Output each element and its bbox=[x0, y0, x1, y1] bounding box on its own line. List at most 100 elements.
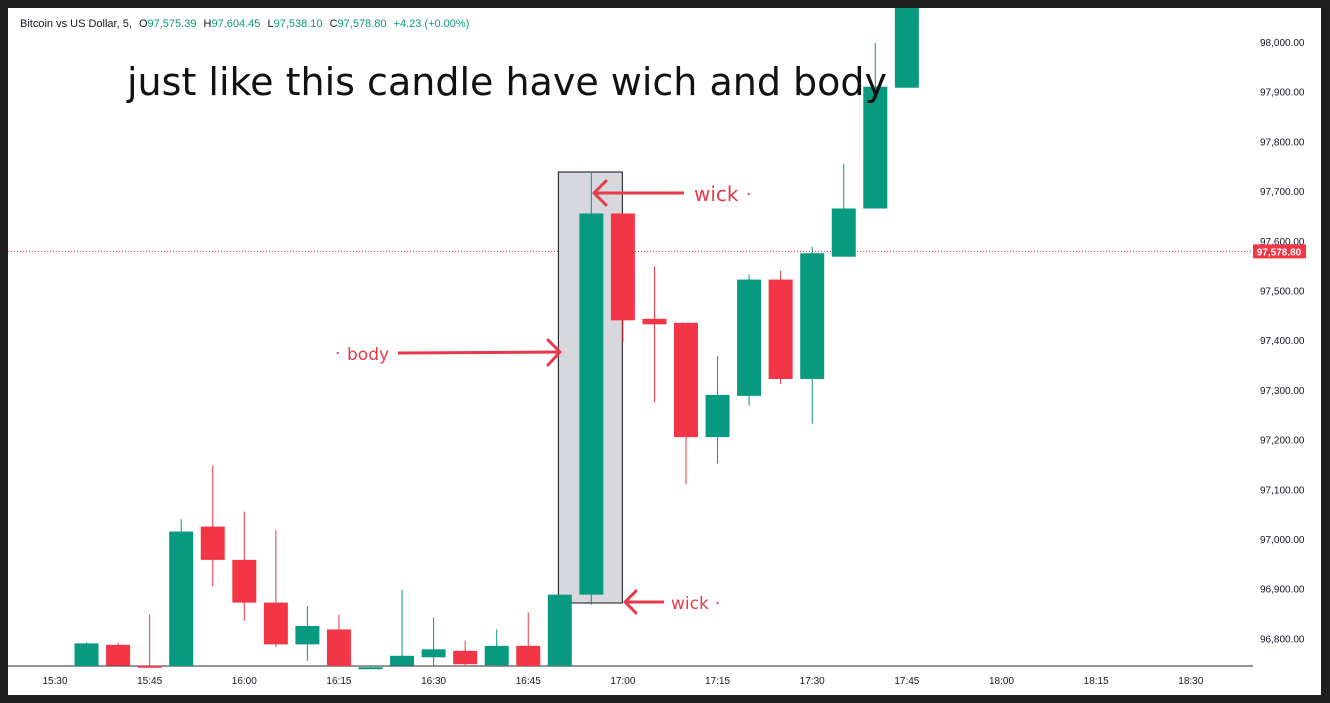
candle[interactable] bbox=[768, 270, 793, 384]
time-tick-label: 16:00 bbox=[232, 676, 257, 687]
candle-body bbox=[169, 531, 194, 666]
annotation-title: just like this candle have wich and body bbox=[127, 60, 888, 104]
symbol-legend[interactable]: Bitcoin vs US Dollar, 5, O97,575.39 H97,… bbox=[20, 18, 469, 30]
time-tick-label: 17:00 bbox=[610, 676, 635, 687]
wick-bottom-arrow-head bbox=[623, 589, 638, 615]
candle[interactable] bbox=[326, 614, 351, 666]
candle-body bbox=[705, 394, 730, 438]
time-tick-label: 16:30 bbox=[421, 676, 446, 687]
candle[interactable] bbox=[358, 666, 383, 670]
body-dot: · bbox=[335, 344, 340, 364]
candle[interactable] bbox=[547, 594, 572, 666]
current-price-tag: 97,578.80 bbox=[1253, 244, 1306, 259]
candle-body bbox=[768, 279, 793, 379]
candle[interactable] bbox=[390, 589, 415, 666]
candle-body bbox=[358, 667, 383, 670]
candle[interactable] bbox=[453, 640, 478, 666]
candle[interactable] bbox=[610, 213, 635, 343]
price-tick-label: 97,400.00 bbox=[1260, 336, 1305, 347]
candle[interactable] bbox=[421, 617, 446, 666]
candle[interactable] bbox=[137, 614, 162, 668]
candle[interactable] bbox=[295, 606, 320, 661]
candle-body bbox=[547, 594, 572, 666]
candle[interactable] bbox=[800, 246, 825, 424]
time-tick-label: 17:45 bbox=[894, 676, 919, 687]
time-tick-label: 15:45 bbox=[137, 676, 162, 687]
candle-body bbox=[74, 643, 99, 666]
legend-open-value: 97,575.39 bbox=[147, 18, 197, 30]
price-tick-label: 97,900.00 bbox=[1260, 88, 1305, 99]
candle-body bbox=[674, 322, 698, 438]
candle-body bbox=[800, 253, 825, 379]
time-axis[interactable]: 15:30 15:45 16:00 16:15 16:30 16:45 17:00 17:15… bbox=[42, 676, 1203, 687]
candle-body bbox=[484, 645, 509, 666]
candle[interactable] bbox=[106, 642, 131, 666]
legend-high-value: 97,604.45 bbox=[211, 18, 261, 30]
candle-body bbox=[390, 655, 415, 666]
legend-close-value: 97,578.80 bbox=[337, 18, 387, 30]
candle[interactable] bbox=[863, 42, 888, 209]
candle[interactable] bbox=[642, 266, 667, 403]
candle[interactable] bbox=[232, 511, 257, 622]
time-tick-label: 18:30 bbox=[1178, 676, 1203, 687]
candle[interactable] bbox=[831, 163, 856, 257]
wick-top-arrow-head bbox=[592, 179, 608, 207]
candle-body bbox=[642, 318, 667, 325]
price-tick-label: 97,000.00 bbox=[1260, 535, 1305, 546]
candle-body bbox=[737, 279, 762, 396]
legend-low-value: 97,538.10 bbox=[273, 18, 323, 30]
wick-top-dot: · bbox=[746, 185, 751, 205]
body-arrow-shaft bbox=[397, 350, 561, 355]
candle-body bbox=[232, 559, 257, 603]
candle[interactable] bbox=[674, 322, 698, 485]
body-label: body bbox=[347, 345, 389, 365]
candles[interactable] bbox=[74, 8, 919, 670]
price-tick-label: 97,100.00 bbox=[1260, 485, 1305, 496]
wick-bottom-label: wick bbox=[671, 594, 709, 614]
candle-body bbox=[579, 213, 604, 595]
time-tick-label: 18:15 bbox=[1084, 676, 1109, 687]
price-tick-label: 97,600.00 bbox=[1260, 237, 1305, 248]
candle[interactable] bbox=[200, 465, 225, 587]
current-price-tag-text: 97,578.80 bbox=[1257, 247, 1302, 258]
current-price-tag-bg bbox=[1253, 244, 1306, 259]
candle-body bbox=[200, 526, 225, 560]
candle[interactable] bbox=[516, 612, 541, 666]
price-tick-label: 98,000.00 bbox=[1260, 38, 1305, 49]
candle[interactable] bbox=[74, 642, 99, 666]
price-tick-label: 97,800.00 bbox=[1260, 137, 1305, 148]
candle[interactable] bbox=[484, 629, 509, 666]
wick-bottom-dot: · bbox=[715, 594, 720, 614]
candle[interactable] bbox=[705, 356, 730, 464]
candle-body bbox=[263, 602, 288, 645]
legend-high-label: H bbox=[203, 18, 212, 30]
price-axis[interactable]: 96,800.00 96,900.00 97,000.00 97,100.00 97,2… bbox=[1260, 38, 1305, 645]
candle[interactable] bbox=[737, 274, 762, 406]
candle-body bbox=[106, 644, 131, 666]
candle[interactable] bbox=[579, 171, 604, 605]
candle-body bbox=[453, 650, 478, 665]
price-tick-label: 97,200.00 bbox=[1260, 436, 1305, 447]
chart-frame: 96,800.00 96,900.00 97,000.00 97,100.00 97,2… bbox=[8, 8, 1321, 695]
candlestick-chart[interactable]: 96,800.00 96,900.00 97,000.00 97,100.00 97,2… bbox=[8, 8, 1321, 695]
candle-body bbox=[831, 208, 856, 257]
candle[interactable] bbox=[894, 8, 919, 88]
time-tick-label: 16:45 bbox=[516, 676, 541, 687]
price-tick-label: 96,900.00 bbox=[1260, 585, 1305, 596]
time-tick-label: 17:30 bbox=[800, 676, 825, 687]
legend-low-label: L bbox=[267, 18, 274, 30]
time-tick-label: 16:15 bbox=[326, 676, 351, 687]
wick-top-annotation: wick · bbox=[592, 179, 751, 207]
candle-body bbox=[137, 665, 162, 668]
legend-close-label: C bbox=[329, 18, 338, 30]
price-tick-label: 96,800.00 bbox=[1260, 634, 1305, 645]
candle-body bbox=[516, 645, 541, 666]
candle[interactable] bbox=[263, 530, 288, 648]
time-tick-label: 15:30 bbox=[42, 676, 67, 687]
candle-body bbox=[421, 649, 446, 658]
candle[interactable] bbox=[169, 519, 194, 666]
candle-body bbox=[295, 625, 320, 645]
time-tick-label: 17:15 bbox=[705, 676, 730, 687]
candle-body bbox=[326, 629, 351, 666]
legend-symbol: Bitcoin vs US Dollar, 5, bbox=[20, 18, 132, 30]
